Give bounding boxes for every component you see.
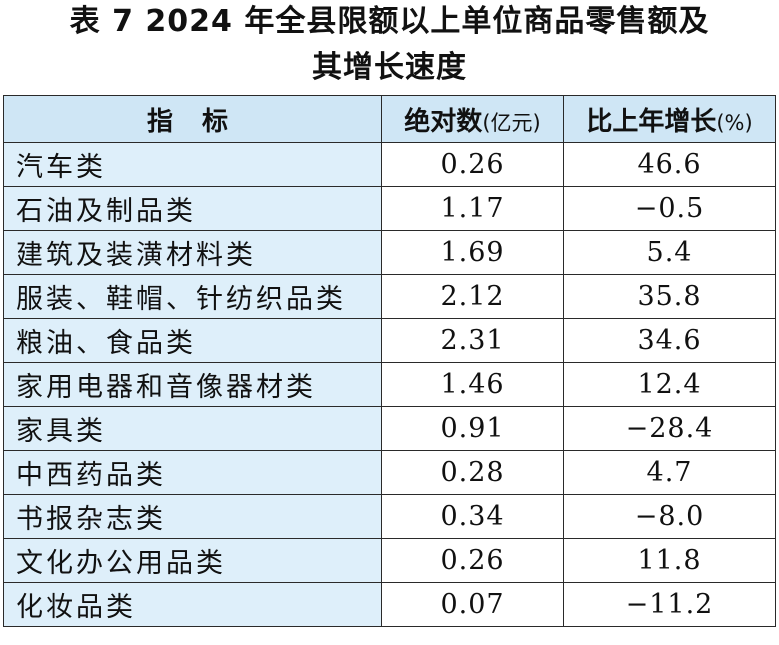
table-row: 汽车类 0.26 46.6 (3, 142, 776, 187)
row-name: 书报杂志类 (3, 494, 382, 539)
row-value: 0.26 (381, 142, 564, 187)
table-row: 建筑及装潢材料类 1.69 5.4 (3, 230, 776, 275)
row-name: 中西药品类 (3, 450, 382, 495)
row-name: 家用电器和音像器材类 (3, 362, 382, 407)
row-name: 石油及制品类 (3, 186, 382, 231)
retail-sales-table: 指 标 绝对数(亿元) 比上年增长(%) 汽车类 0.26 46.6 石油及制品类 1… (3, 95, 776, 627)
table-row: 书报杂志类 0.34 −8.0 (3, 494, 776, 539)
header-growth-unit: (%) (716, 110, 753, 135)
row-value: 0.34 (381, 494, 564, 539)
row-name: 家具类 (3, 406, 382, 451)
row-name: 粮油、食品类 (3, 318, 382, 363)
row-value: 1.46 (381, 362, 564, 407)
row-growth: 11.8 (563, 538, 776, 583)
row-growth: 35.8 (563, 274, 776, 319)
table-row: 中西药品类 0.28 4.7 (3, 450, 776, 495)
row-value: 2.31 (381, 318, 564, 363)
page-title-line-2: 其增长速度 (312, 50, 467, 85)
table-header-row: 指 标 绝对数(亿元) 比上年增长(%) (3, 95, 776, 143)
row-growth: −28.4 (563, 406, 776, 451)
header-growth-label: 比上年增长 (586, 106, 717, 137)
header-indicator: 指 标 (3, 95, 382, 143)
row-growth: 4.7 (563, 450, 776, 495)
row-growth: −0.5 (563, 186, 776, 231)
row-growth: 46.6 (563, 142, 776, 187)
row-value: 0.28 (381, 450, 564, 495)
header-absolute-unit: (亿元) (482, 110, 541, 135)
table-row: 粮油、食品类 2.31 34.6 (3, 318, 776, 363)
row-value: 1.17 (381, 186, 564, 231)
row-name: 化妆品类 (3, 582, 382, 627)
table-row: 家用电器和音像器材类 1.46 12.4 (3, 362, 776, 407)
row-name: 建筑及装潢材料类 (3, 230, 382, 275)
row-name: 汽车类 (3, 142, 382, 187)
row-growth: 12.4 (563, 362, 776, 407)
table-row: 文化办公用品类 0.26 11.8 (3, 538, 776, 583)
header-absolute-value: 绝对数(亿元) (381, 95, 564, 143)
row-name: 服装、鞋帽、针纺织品类 (3, 274, 382, 319)
header-absolute-label: 绝对数 (404, 106, 483, 137)
table-row: 石油及制品类 1.17 −0.5 (3, 186, 776, 231)
page-title-line-1: 表 7 2024 年全县限额以上单位商品零售额及 (69, 4, 710, 39)
row-name: 文化办公用品类 (3, 538, 382, 583)
row-growth: 5.4 (563, 230, 776, 275)
row-growth: −11.2 (563, 582, 776, 627)
row-value: 2.12 (381, 274, 564, 319)
table-row: 服装、鞋帽、针纺织品类 2.12 35.8 (3, 274, 776, 319)
table-row: 化妆品类 0.07 −11.2 (3, 582, 776, 627)
row-growth: −8.0 (563, 494, 776, 539)
row-value: 1.69 (381, 230, 564, 275)
table-row: 家具类 0.91 −28.4 (3, 406, 776, 451)
row-value: 0.91 (381, 406, 564, 451)
row-value: 0.07 (381, 582, 564, 627)
row-value: 0.26 (381, 538, 564, 583)
header-growth: 比上年增长(%) (563, 95, 776, 143)
row-growth: 34.6 (563, 318, 776, 363)
